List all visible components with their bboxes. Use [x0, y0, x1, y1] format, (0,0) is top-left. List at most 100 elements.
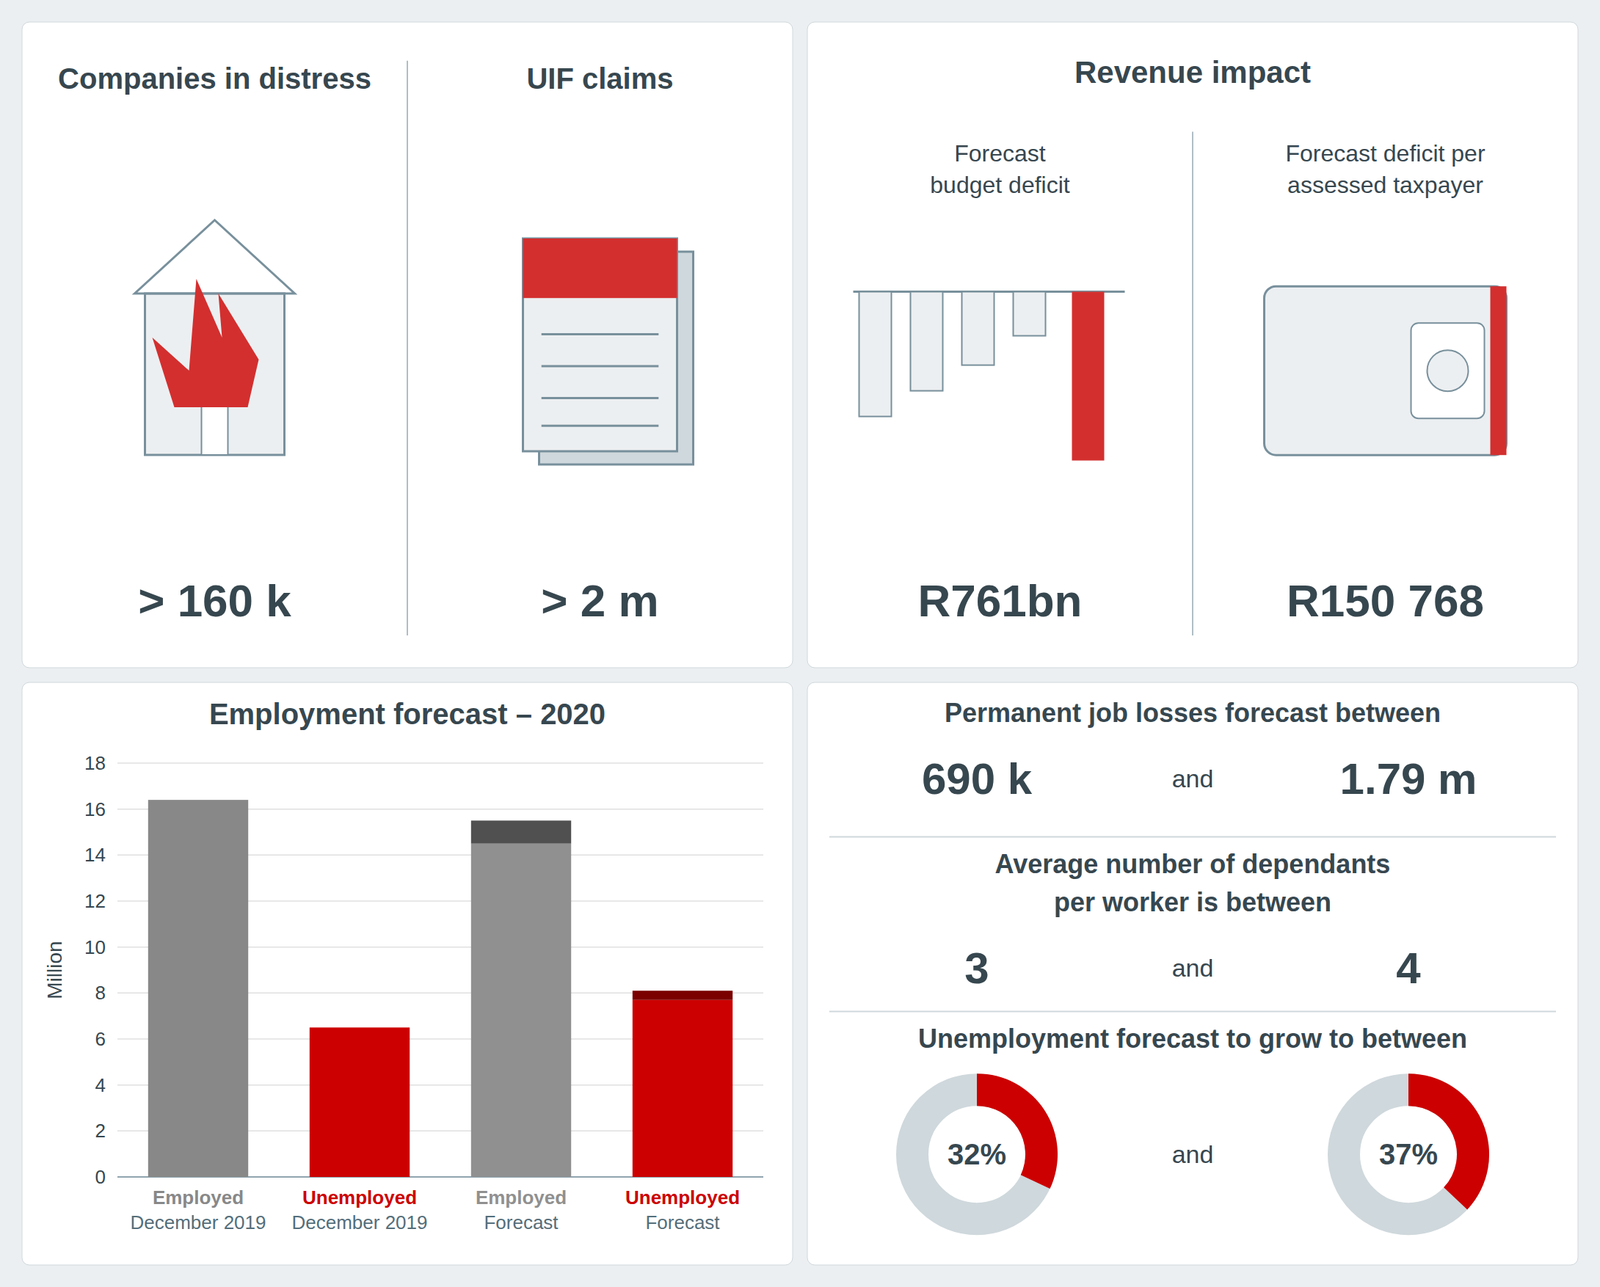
- divider: [406, 60, 409, 636]
- grid-line: [117, 762, 764, 765]
- label-line: and: [1172, 954, 1214, 983]
- stat-value: > 2 m: [540, 575, 659, 627]
- label-line: 4: [1395, 943, 1421, 994]
- icon-wallet-clasp: [1427, 350, 1469, 392]
- tick-label: 10: [84, 936, 106, 959]
- connector-text: and: [1172, 764, 1214, 793]
- stat-section: Permanent job losses forecast between 690…: [829, 697, 1556, 837]
- stat-value: R150 768: [1286, 575, 1485, 627]
- divider: [829, 835, 1556, 838]
- connector-text: and: [1172, 954, 1214, 983]
- label-line: 18: [84, 752, 106, 775]
- icon-bar: [1013, 292, 1046, 337]
- label-line: 14: [84, 844, 106, 867]
- icon-house-roof: [135, 220, 296, 294]
- section-title: Permanent job losses forecast between: [944, 697, 1441, 729]
- label-line: Employment forecast – 2020: [209, 697, 606, 731]
- icon: [523, 238, 694, 465]
- section-title: Unemployment forecast to grow to between: [918, 1024, 1468, 1055]
- label-line: Permanent job losses forecast between: [944, 697, 1441, 729]
- label-line: UIF claims: [526, 61, 674, 94]
- donut-arc: [976, 1073, 1058, 1189]
- label-line: December 2019: [130, 1211, 267, 1234]
- bar: [632, 1000, 733, 1178]
- tick-label: 12: [84, 890, 106, 913]
- icon: [853, 292, 1126, 461]
- icon-wallet: [1264, 286, 1507, 456]
- label-line: December 2019: [292, 1211, 428, 1234]
- label-line: 4: [95, 1074, 106, 1097]
- label-line: 690 k: [921, 754, 1033, 804]
- label-line: Forecast deficit per: [1285, 140, 1485, 167]
- label-line: 10: [84, 936, 106, 959]
- panel-background: [807, 22, 1578, 668]
- label-line: Million: [43, 940, 67, 999]
- label-line: and: [1172, 764, 1214, 793]
- icon-document-line: [541, 424, 660, 428]
- bars: [148, 800, 733, 1178]
- stat-value: 3: [964, 943, 989, 994]
- page-root: Companies in distress UIF claims > 160 k > …: [0, 0, 1600, 1287]
- icon-bar-red: [1072, 292, 1105, 461]
- chart-title: Employment forecast – 2020: [209, 697, 606, 731]
- bar: [309, 1027, 410, 1178]
- stat-panel: Companies in distress UIF claims > 160 k > …: [57, 60, 693, 636]
- stat-value: 4: [1395, 943, 1421, 994]
- icon-wallet-pocket: [1411, 322, 1485, 419]
- tick-label: 2: [95, 1120, 106, 1143]
- section-title: Average number of dependants: [995, 849, 1391, 880]
- label-line: per worker is between: [1053, 887, 1332, 918]
- donut-section: Unemployment forecast to grow to between…: [912, 1024, 1490, 1220]
- icon-document: [523, 238, 678, 452]
- tick-label: 0: [95, 1166, 106, 1189]
- panel-background: [807, 682, 1578, 1266]
- stat-value: 1.79 m: [1340, 754, 1478, 804]
- label-line: Employed: [152, 1186, 244, 1209]
- donut: 37%: [1343, 1073, 1490, 1220]
- category-label: UnemployedDecember 2019: [292, 1186, 428, 1234]
- label-line: Revenue impact: [1074, 55, 1311, 90]
- label-line: 6: [95, 1028, 106, 1051]
- stat-heading: UIF claims: [526, 61, 674, 94]
- category-label: EmployedDecember 2019: [130, 1186, 267, 1234]
- data-label: 32%: [947, 1138, 1007, 1171]
- panel-background: [22, 682, 793, 1266]
- label-line: Forecast: [645, 1211, 720, 1234]
- label-line: 12: [84, 890, 106, 913]
- stat-value: > 160 k: [137, 575, 292, 627]
- connector-text: and: [1172, 1140, 1214, 1169]
- stat-panel: Revenue impactForecastbudget deficitFore…: [853, 55, 1507, 636]
- donut: 32%: [912, 1073, 1058, 1220]
- bar: [632, 990, 733, 1001]
- bar: [148, 800, 249, 1178]
- icon: [1264, 286, 1507, 456]
- tick-label: 6: [95, 1028, 106, 1051]
- label-line: and: [1172, 1140, 1214, 1169]
- bar-chart: Employment forecast – 202002468101214161…: [43, 697, 765, 1234]
- tick-label: 8: [95, 982, 106, 1005]
- label-line: > 160 k: [137, 575, 292, 627]
- label-line: > 2 m: [540, 575, 659, 627]
- icon-document-line: [541, 397, 660, 400]
- label-line: 8: [95, 982, 106, 1005]
- label-line: Companies in distress: [57, 61, 372, 94]
- panel-title: Revenue impact: [1074, 55, 1311, 90]
- label-line: Average number of dependants: [995, 849, 1391, 880]
- tick-label: 18: [84, 752, 106, 775]
- label-line: Unemployed: [302, 1186, 417, 1209]
- tick-label: 14: [84, 844, 106, 867]
- label-line: Unemployment forecast to grow to between: [918, 1024, 1468, 1055]
- data-label: 37%: [1379, 1138, 1438, 1171]
- label-line: Unemployed: [625, 1186, 740, 1209]
- divider: [1191, 132, 1194, 636]
- label-line: budget deficit: [929, 172, 1070, 199]
- bar: [471, 844, 572, 1178]
- icon-bar: [910, 292, 944, 392]
- label-line: 37%: [1379, 1138, 1438, 1171]
- label-line: 2: [95, 1120, 106, 1143]
- icon-flame: [152, 278, 260, 408]
- divider: [829, 1011, 1556, 1013]
- y-axis: 024681012141618Million: [43, 752, 765, 1189]
- icon-bar: [962, 292, 995, 366]
- stat-heading: Companies in distress: [57, 61, 372, 94]
